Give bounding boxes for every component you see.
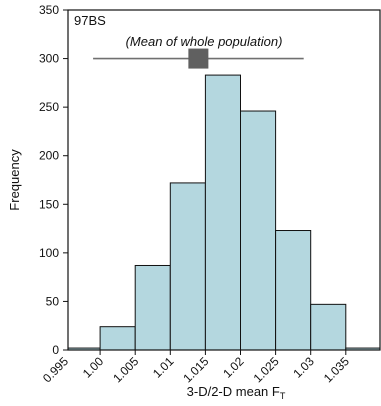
histogram-bar xyxy=(99,326,136,351)
histogram-bar xyxy=(275,230,312,351)
y-tick-label: 50 xyxy=(46,294,60,308)
y-tick-label: 300 xyxy=(39,52,59,66)
mean-marker xyxy=(93,48,304,69)
x-tick-label: 1.01 xyxy=(150,354,177,381)
x-axis-title-main: 3-D/2-D mean F xyxy=(187,384,280,399)
histogram-bar xyxy=(169,182,206,351)
histogram-bars xyxy=(67,74,381,351)
x-axis-title-subscript: T xyxy=(280,391,286,401)
x-tick-label: 1.035 xyxy=(321,354,352,385)
y-axis-title: Frequency xyxy=(7,149,22,211)
y-tick-label: 350 xyxy=(39,3,59,17)
y-tick-label: 100 xyxy=(39,246,59,260)
y-tick-label: 250 xyxy=(39,100,59,114)
histogram-bar xyxy=(310,303,347,351)
x-tick-label: 1.015 xyxy=(180,354,211,385)
x-axis: 0.995 1.00 1.005 1.01 1.015 1.02 1.025 1.03 1.03… xyxy=(40,350,352,385)
panel-label: 97BS xyxy=(74,13,106,28)
y-axis: 0 50 100 150 200 250 300 350 xyxy=(39,3,68,357)
mean-marker-square xyxy=(188,48,209,69)
y-tick-label: 0 xyxy=(52,343,59,357)
x-tick-label: 1.005 xyxy=(110,354,141,385)
x-tick-label: 1.025 xyxy=(251,354,282,385)
y-tick-label: 200 xyxy=(39,149,59,163)
plot-frame xyxy=(67,9,381,351)
x-tick-label: 1.00 xyxy=(80,354,107,381)
x-axis-title: 3-D/2-D mean FT xyxy=(187,384,286,401)
histogram-bar xyxy=(204,74,241,351)
histogram-bar xyxy=(240,110,277,351)
x-tick-label: 1.03 xyxy=(290,354,317,381)
y-tick-label: 150 xyxy=(39,197,59,211)
x-tick-label: 1.02 xyxy=(220,354,247,381)
mean-annotation: (Mean of whole population) xyxy=(126,34,283,49)
histogram-bar xyxy=(134,264,171,351)
x-tick-label: 0.995 xyxy=(40,354,71,385)
